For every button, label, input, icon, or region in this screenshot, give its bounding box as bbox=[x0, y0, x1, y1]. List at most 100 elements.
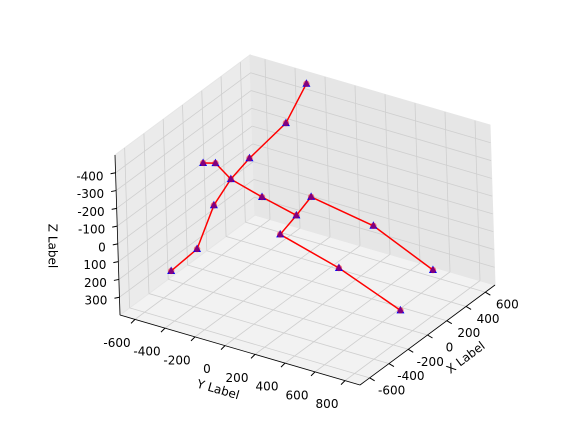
tick-mark bbox=[190, 336, 196, 342]
bone-segment bbox=[285, 83, 308, 124]
point-overlay bbox=[258, 193, 266, 201]
z-tick-label: 200 bbox=[84, 276, 107, 290]
grid-line bbox=[116, 125, 253, 227]
grid-line bbox=[324, 76, 331, 237]
tick-mark bbox=[130, 319, 136, 324]
tick-mark bbox=[388, 363, 395, 368]
grid-line bbox=[164, 227, 301, 329]
grid-line bbox=[118, 179, 255, 280]
tick-mark bbox=[113, 278, 119, 281]
x-tick-label: 0 bbox=[446, 341, 454, 355]
z-axis-label: Z Label bbox=[46, 224, 60, 268]
y-tick-label: 0 bbox=[203, 362, 211, 376]
grid-line bbox=[264, 59, 271, 220]
bone-segment bbox=[279, 214, 297, 235]
tick-mark bbox=[160, 327, 166, 333]
grid-line bbox=[168, 278, 409, 350]
grid-line bbox=[129, 307, 370, 379]
point-overlay bbox=[167, 267, 175, 275]
grid-line bbox=[254, 196, 495, 268]
tick-mark bbox=[113, 261, 119, 264]
grid-line bbox=[124, 147, 131, 308]
grid-line bbox=[314, 271, 451, 373]
z-tick-label: 0 bbox=[98, 240, 106, 254]
z-tick-label: -400 bbox=[76, 169, 103, 183]
tick-mark bbox=[446, 320, 453, 325]
z-tick-label: 300 bbox=[85, 294, 108, 308]
point-overlay bbox=[307, 193, 315, 201]
bone-segment bbox=[170, 248, 198, 272]
point-overlay bbox=[246, 155, 253, 162]
grid-line bbox=[182, 104, 188, 266]
tick-mark bbox=[340, 380, 346, 385]
bone-segment bbox=[261, 196, 297, 217]
grid-line bbox=[206, 250, 447, 322]
grid-line bbox=[117, 143, 254, 245]
x-tick-label: 600 bbox=[496, 298, 519, 312]
grid-line bbox=[294, 68, 301, 229]
grid-line bbox=[143, 133, 150, 294]
x-axis-line bbox=[359, 284, 496, 386]
y-tick-label: -600 bbox=[103, 336, 130, 350]
x-tick-label: -200 bbox=[417, 355, 444, 369]
tick-mark bbox=[114, 296, 120, 299]
tick-mark bbox=[220, 345, 226, 350]
grid-line bbox=[252, 143, 493, 215]
bone-segment bbox=[230, 178, 263, 198]
point-overlay bbox=[210, 202, 218, 209]
grid-line bbox=[239, 62, 246, 223]
tick-mark bbox=[250, 354, 256, 359]
grid-line bbox=[251, 107, 492, 179]
bone-segment bbox=[338, 267, 401, 311]
tick-mark bbox=[485, 291, 491, 296]
y-tick-label: 400 bbox=[256, 380, 279, 394]
point-overlay bbox=[276, 231, 284, 238]
grid-line bbox=[284, 262, 421, 364]
grid-line bbox=[414, 103, 421, 264]
grid-line bbox=[252, 125, 493, 197]
grid-line bbox=[162, 119, 169, 280]
point-overlay bbox=[335, 264, 343, 272]
tick-mark bbox=[111, 207, 117, 210]
grid-line bbox=[116, 108, 252, 209]
grid-line bbox=[444, 111, 451, 272]
y-axis-line bbox=[119, 314, 361, 386]
tick-mark bbox=[465, 305, 472, 310]
x-tick-label: 200 bbox=[457, 326, 480, 340]
z-tick-label: 100 bbox=[83, 258, 106, 272]
tick-mark bbox=[427, 334, 433, 339]
bone-segment bbox=[213, 178, 232, 206]
grid-line bbox=[119, 196, 255, 298]
grid-line bbox=[250, 90, 492, 161]
point-overlay bbox=[212, 159, 219, 167]
grid-line bbox=[250, 72, 491, 144]
y-tick-label: -400 bbox=[133, 345, 160, 359]
grid-line bbox=[224, 245, 361, 346]
y-tick-label: 200 bbox=[226, 371, 249, 385]
tick-mark bbox=[112, 243, 118, 246]
grid-line bbox=[148, 293, 390, 364]
tick-mark bbox=[280, 362, 286, 368]
tick-mark bbox=[112, 225, 118, 228]
point-overlay bbox=[199, 159, 207, 167]
grid-line bbox=[474, 120, 481, 281]
bone-segment bbox=[295, 196, 312, 216]
grid-line bbox=[384, 94, 391, 255]
y-tick-label: 600 bbox=[286, 388, 309, 402]
grid-line bbox=[134, 219, 271, 320]
grid-line bbox=[245, 221, 486, 293]
bone-segment bbox=[230, 157, 251, 180]
bone-segment bbox=[310, 196, 374, 227]
grid-line bbox=[187, 264, 428, 336]
tick-mark bbox=[369, 377, 375, 382]
bone-segment bbox=[372, 225, 434, 271]
z-axis-line bbox=[114, 154, 121, 316]
grid-line bbox=[253, 161, 494, 233]
grid-line bbox=[254, 254, 391, 355]
point-overlay bbox=[370, 222, 377, 229]
tick-mark bbox=[110, 172, 116, 175]
z-tick-label: -200 bbox=[77, 205, 104, 219]
grid-line bbox=[115, 72, 251, 174]
grid-line bbox=[220, 76, 227, 237]
